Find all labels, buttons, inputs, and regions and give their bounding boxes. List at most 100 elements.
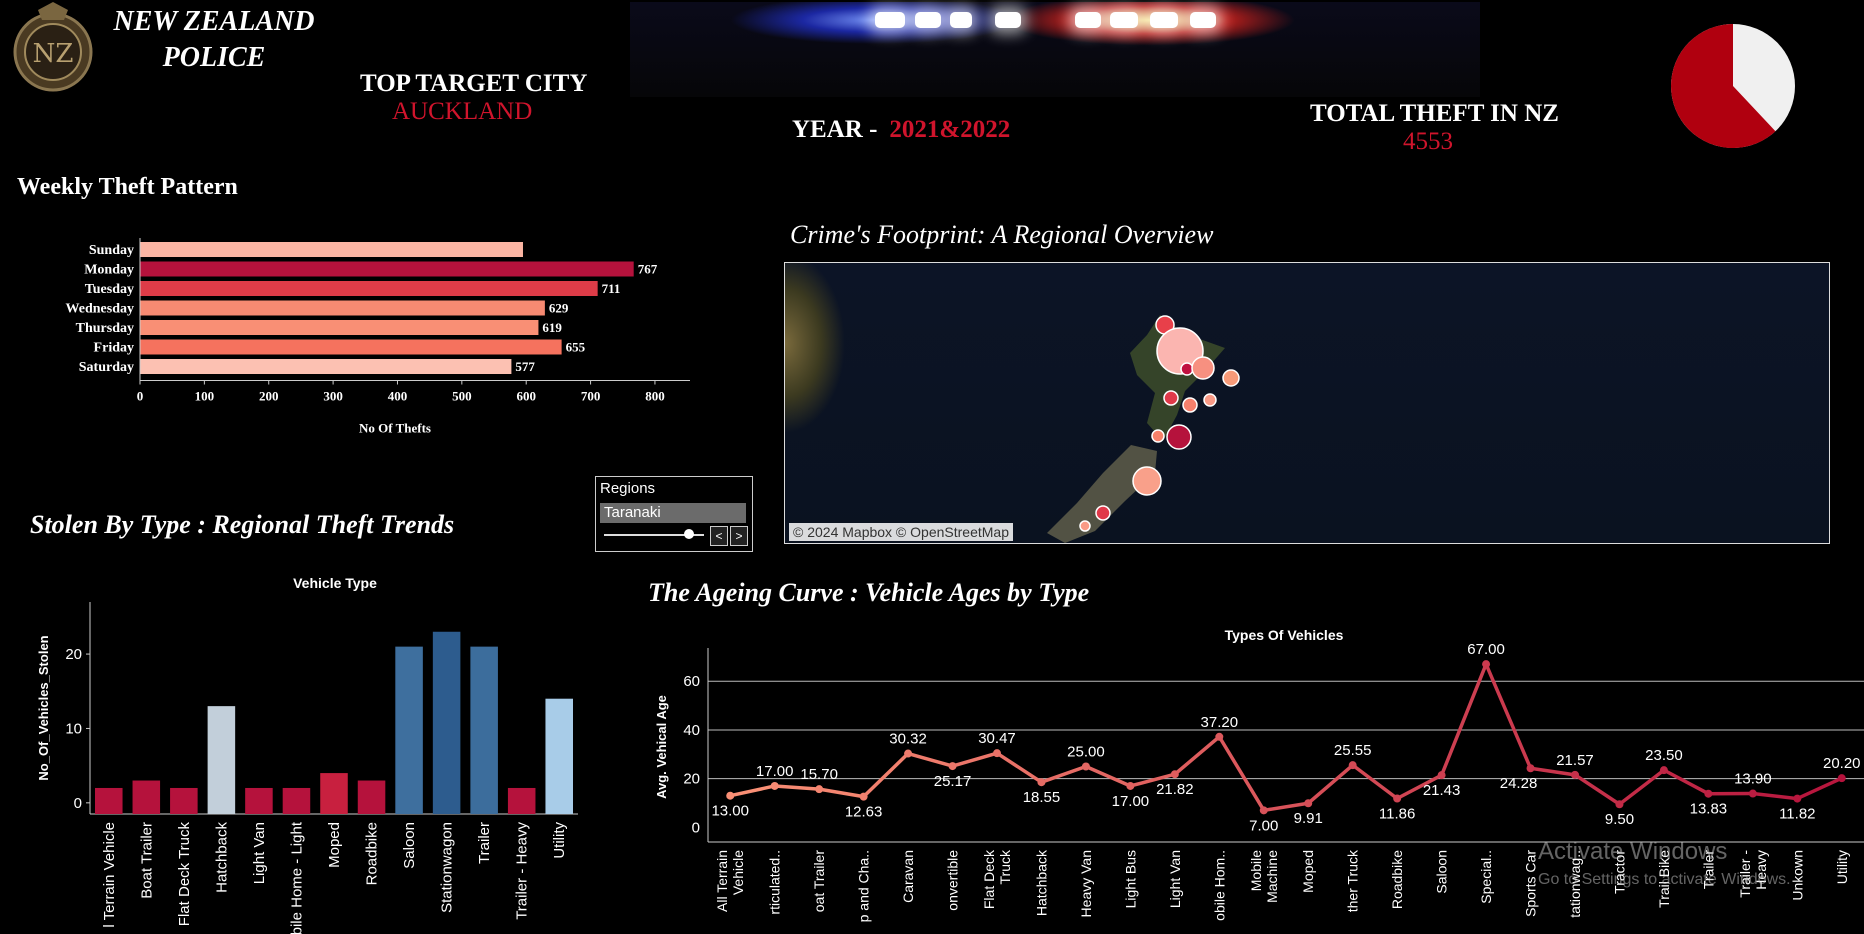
vehicle-type-x-tick-label: Stationwagon [439, 822, 456, 913]
weekly-x-tick-label: 600 [516, 389, 536, 404]
ageing-point[interactable] [1659, 766, 1668, 775]
ageing-point[interactable] [1571, 770, 1579, 779]
ageing-data-label: 30.47 [978, 730, 1016, 747]
watermark-line-1: Activate Windows [1538, 838, 1728, 865]
activate-windows-watermark: Activate Windows Go to Settings to activ… [1538, 838, 1791, 894]
total-theft-label: TOTAL THEFT IN NZ [1310, 100, 1559, 127]
weekly-bar[interactable] [140, 359, 512, 374]
ageing-x-tick-label: Hatchback [1033, 849, 1049, 916]
vehicle-type-bar[interactable] [132, 780, 161, 814]
vehicle-type-x-tick-label: Light Van [251, 822, 268, 884]
weekly-category-label: Friday [94, 341, 134, 356]
ageing-line-segment [906, 751, 955, 768]
ageing-x-tick-label: Trailer [1700, 850, 1716, 889]
stolen-by-type-title: Stolen By Type : Regional Theft Trends [30, 510, 455, 539]
ageing-point[interactable] [948, 762, 957, 771]
total-theft-pie[interactable] [1668, 16, 1798, 150]
weekly-bar[interactable] [140, 281, 598, 296]
ageing-point[interactable] [1437, 771, 1446, 780]
ageing-point[interactable] [1615, 800, 1624, 809]
map-canvas[interactable] [785, 263, 1829, 543]
pie-slice-primary[interactable] [1671, 24, 1776, 148]
vehicle-type-bar[interactable] [395, 646, 423, 814]
ageing-point[interactable] [1126, 781, 1135, 790]
vehicle-type-chart[interactable]: Vehicle Type No_Of_Vehicles_Stolen 0 10 20 l … [30, 570, 600, 934]
ageing-line-segment [1262, 801, 1310, 813]
regions-filter[interactable]: Regions Taranaki < > [595, 476, 753, 552]
vehicle-type-x-tick-label: Roadbike [364, 822, 381, 885]
south-island-shape [1047, 445, 1157, 543]
ageing-data-label: 25.17 [934, 773, 972, 790]
vehicle-type-bar[interactable] [545, 698, 573, 814]
map-attribution[interactable]: © 2024 Mapbox © OpenStreetMap [789, 523, 1013, 541]
weekly-theft-chart[interactable]: Sunday Monday 767 Tuesday 711 Wednesday 629 Thu… [30, 230, 690, 440]
weekly-x-tick-label: 200 [259, 389, 279, 404]
ageing-x-tick-label: onvertible [945, 850, 961, 911]
ageing-line-segment [1084, 764, 1133, 788]
ageing-data-label: 21.57 [1556, 752, 1594, 769]
ageing-point[interactable] [1348, 761, 1357, 770]
map-marker [1079, 520, 1091, 532]
weekly-bar[interactable] [140, 320, 539, 335]
vehicle-type-bar[interactable] [95, 787, 123, 814]
ageing-point[interactable] [1793, 794, 1802, 803]
ageing-point[interactable] [1259, 806, 1268, 815]
year-kpi: YEAR - 2021&2022 [792, 116, 1022, 144]
ageing-point[interactable] [1304, 799, 1313, 808]
weekly-bar[interactable] [140, 339, 562, 355]
weekly-data-label: 577 [515, 359, 535, 374]
regions-prev-button[interactable]: < [710, 526, 728, 546]
year-value: 2021&2022 [889, 116, 1011, 143]
ageing-data-label: 20.20 [1823, 755, 1861, 772]
ageing-data-label: 7.00 [1249, 817, 1278, 834]
weekly-bar[interactable] [140, 261, 634, 277]
ageing-curve-chart[interactable]: Types Of Vehicles Avg. Vehical Age 0 20 40 60… [648, 620, 1864, 934]
ageing-point[interactable] [1037, 778, 1046, 787]
ageing-x-tick-label: All Terrain [714, 850, 730, 912]
ageing-y-tick-label: 0 [692, 819, 700, 836]
regional-crime-map[interactable]: © 2024 Mapbox © OpenStreetMap [784, 262, 1830, 544]
weekly-category-label: Saturday [79, 360, 134, 375]
ageing-x-tick-label: Sports Car [1523, 850, 1539, 917]
ageing-point[interactable] [1393, 794, 1402, 803]
regions-slider-track[interactable] [604, 529, 704, 539]
ageing-data-label: 17.00 [1112, 793, 1150, 810]
regions-next-button[interactable]: > [730, 526, 748, 546]
ageing-data-label: 13.83 [1690, 801, 1728, 818]
ageing-point[interactable] [1837, 774, 1846, 783]
vehicle-type-bar[interactable] [320, 773, 348, 814]
vehicle-type-bar[interactable] [470, 646, 498, 814]
ageing-point[interactable] [770, 781, 779, 790]
ageing-line-segment [1662, 768, 1711, 796]
vehicle-type-bar[interactable] [207, 706, 236, 814]
ageing-point[interactable] [815, 785, 824, 794]
weekly-bar[interactable] [140, 242, 523, 257]
ageing-x-tick-label: Tractor [1611, 850, 1627, 894]
ageing-point[interactable] [1526, 764, 1535, 773]
ageing-x-tick-label: Trailer - [1737, 850, 1753, 898]
vehicle-type-bar[interactable] [170, 787, 198, 814]
ageing-point[interactable] [726, 791, 735, 800]
vehicle-type-y-tick-label: 0 [74, 795, 82, 812]
ageing-point[interactable] [1170, 770, 1179, 779]
regions-slider-thumb[interactable] [684, 529, 694, 539]
ageing-x-tick-label: Machine [1264, 850, 1280, 903]
ageing-point[interactable] [1081, 762, 1090, 771]
weekly-bar[interactable] [140, 300, 545, 316]
ageing-point[interactable] [993, 749, 1001, 758]
ageing-point[interactable] [1482, 660, 1491, 669]
regions-filter-value[interactable]: Taranaki [600, 503, 746, 523]
vehicle-type-x-tick-label: Trailer [476, 822, 493, 864]
vehicle-type-bar[interactable] [357, 780, 386, 814]
vehicle-type-bar[interactable] [282, 787, 311, 814]
vehicle-type-bar[interactable] [432, 631, 461, 814]
ageing-point[interactable] [859, 792, 868, 801]
vehicle-type-bar[interactable] [507, 787, 536, 814]
ageing-line-segment [1617, 768, 1666, 806]
vehicle-type-bar[interactable] [245, 787, 273, 814]
ageing-point[interactable] [904, 749, 913, 758]
ageing-point[interactable] [1704, 789, 1713, 798]
map-marker [1203, 393, 1217, 407]
ageing-point[interactable] [1748, 789, 1757, 798]
ageing-point[interactable] [1215, 732, 1224, 741]
